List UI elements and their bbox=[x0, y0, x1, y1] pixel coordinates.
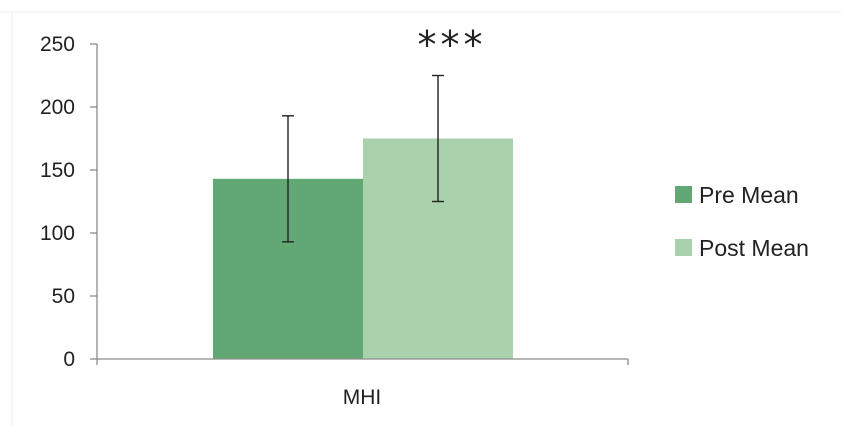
y-tick-label-250: 250 bbox=[40, 33, 75, 56]
legend-label-post-mean: Post Mean bbox=[699, 235, 809, 261]
error-bar-post-mean bbox=[432, 74, 444, 203]
legend-swatch-post-mean bbox=[675, 239, 692, 256]
legend: Pre Mean Post Mean bbox=[675, 182, 809, 261]
y-tick-label-50: 50 bbox=[52, 285, 75, 308]
error-bar-pre-mean bbox=[282, 115, 294, 243]
significance-annotation: *** bbox=[418, 23, 487, 67]
plot-area bbox=[213, 74, 513, 359]
y-tick-label-150: 150 bbox=[40, 159, 75, 182]
legend-label-pre-mean: Pre Mean bbox=[699, 182, 799, 208]
legend-swatch-pre-mean bbox=[675, 186, 692, 203]
category-label-mhi: MHI bbox=[343, 386, 382, 409]
y-tick-label-100: 100 bbox=[40, 222, 75, 245]
y-tick-label-0: 0 bbox=[63, 348, 75, 371]
y-axis-ticks: 0 50 100 150 200 250 bbox=[40, 33, 97, 371]
y-tick-label-200: 200 bbox=[40, 96, 75, 119]
